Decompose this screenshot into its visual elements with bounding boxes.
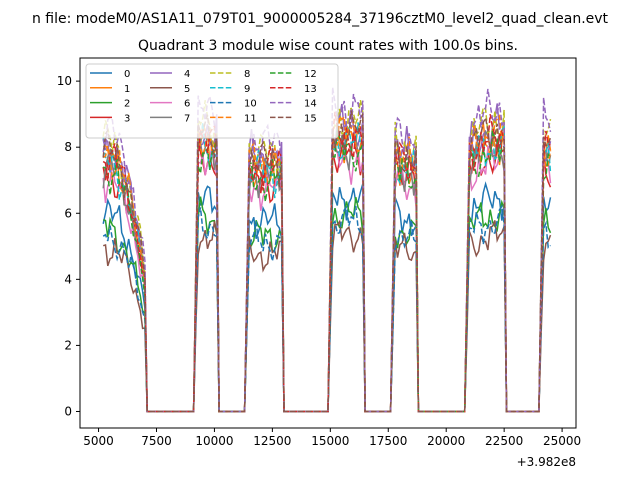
series-line-7: [102, 130, 552, 413]
plot-area-frame: [79, 57, 577, 429]
series-line-5: [102, 219, 552, 413]
chart-title: Quadrant 3 module wise count rates with …: [138, 38, 518, 54]
y-tick-label: 4: [64, 272, 72, 286]
legend-label: 0: [124, 69, 130, 80]
series-line-13: [102, 111, 551, 413]
x-tick-label: 10000: [195, 434, 233, 448]
legend-frame: [85, 63, 339, 139]
x-tick-label: 12500: [253, 434, 291, 448]
legend-label: 14: [304, 99, 317, 110]
x-axis-offset-label: +3.982e8: [517, 455, 576, 469]
legend-label: 7: [184, 113, 190, 124]
legend-label: 5: [184, 84, 190, 95]
x-tick-label: 20000: [427, 434, 465, 448]
legend-label: 9: [244, 84, 250, 95]
y-tick-label: 10: [57, 74, 72, 88]
legend-label: 12: [304, 69, 317, 80]
series-line-3: [102, 132, 552, 413]
x-tick-label: 15000: [311, 434, 349, 448]
series-line-6: [102, 141, 552, 413]
series-line-11: [102, 113, 552, 413]
x-tick-label: 5000: [83, 434, 114, 448]
series-line-0: [102, 181, 552, 413]
legend-label: 10: [244, 99, 257, 110]
x-axis: 5000 7500 10000 12500 15000 17500 20000 22500 25…: [83, 428, 581, 448]
y-tick-label: 2: [64, 338, 72, 352]
x-tick-label: 17500: [369, 434, 407, 448]
x-tick-label: 25000: [543, 434, 581, 448]
legend-label: 4: [184, 69, 190, 80]
legend-label: 6: [184, 99, 190, 110]
legend-label: 13: [304, 84, 317, 95]
legend-label: 2: [124, 99, 130, 110]
y-tick-label: 6: [64, 206, 72, 220]
legend-label: 1: [124, 84, 130, 95]
legend-label: 11: [244, 113, 257, 124]
y-tick-label: 8: [64, 140, 72, 154]
y-tick-label: 0: [64, 404, 72, 418]
x-tick-label: 7500: [141, 434, 172, 448]
series-line-15: [102, 110, 552, 413]
legend-label: 15: [304, 113, 317, 124]
legend-label: 8: [244, 69, 250, 80]
legend-label: 3: [124, 113, 130, 124]
series-layer: [102, 87, 552, 413]
x-tick-label: 22500: [485, 434, 523, 448]
series-line-9: [102, 122, 552, 413]
series-line-1: [102, 122, 552, 413]
series-line-2: [102, 196, 552, 413]
y-axis: 0 2 4 6 8 10: [57, 74, 80, 418]
figure-suptitle: n file: modeM0/AS1A11_079T01_9000005284_…: [32, 11, 609, 27]
series-line-10: [102, 204, 551, 413]
